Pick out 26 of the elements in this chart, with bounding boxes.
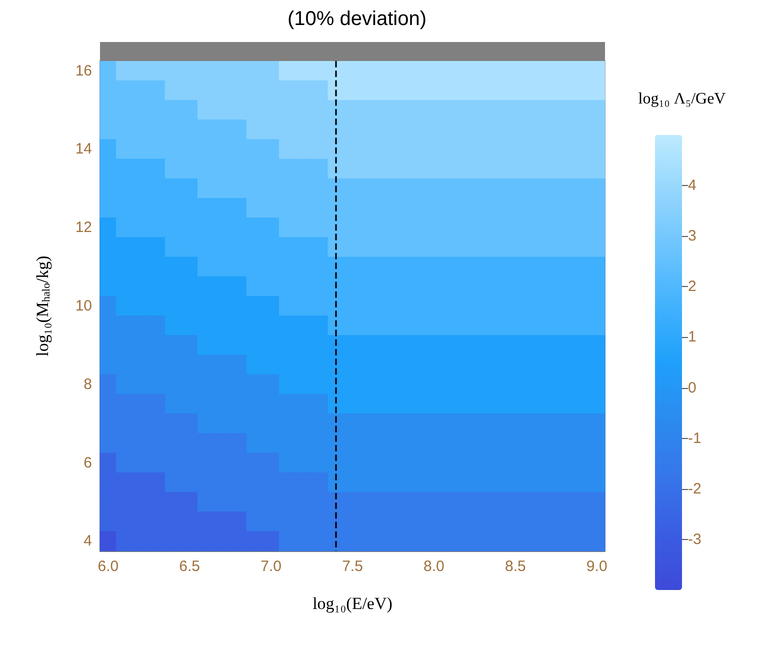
x-tick-label: 7.0 xyxy=(260,558,282,575)
color-bar-label: -3 xyxy=(688,530,702,548)
x-tick-label: 6.0 xyxy=(98,558,119,575)
y-tick-label: 6 xyxy=(84,454,92,472)
color-bar-label: -2 xyxy=(688,480,702,498)
color-bar-label: 1 xyxy=(688,328,696,346)
chart-title: (10% deviation) xyxy=(288,8,426,30)
y-tick-label: 14 xyxy=(75,140,92,158)
y-tick-label: 12 xyxy=(75,219,92,236)
x-tick-label: 7.5 xyxy=(342,558,363,575)
y-tick-label: 16 xyxy=(75,62,92,80)
x-tick-label: 9.0 xyxy=(586,558,608,575)
x-axis-title: log₁₀(E/eV) xyxy=(312,594,392,613)
y-tick-label: 4 xyxy=(84,532,92,550)
x-tick-label: 6.5 xyxy=(179,558,200,575)
x-tick-label: 8.0 xyxy=(424,558,444,575)
color-bar-label: 3 xyxy=(688,228,696,245)
x-tick-label: 8.5 xyxy=(504,558,526,575)
y-tick-label: 10 xyxy=(75,298,92,314)
color-bar-label: 0 xyxy=(688,379,696,396)
color-bar-label: -1 xyxy=(688,430,702,447)
color-bar-label: 4 xyxy=(688,177,696,194)
color-bar-label: 2 xyxy=(688,278,696,296)
y-tick-label: 8 xyxy=(84,376,92,393)
y-axis-title: log₁₀(Mhalo/kg) xyxy=(33,256,52,356)
color-bar-title: log₁₀ Λ₅/GeV xyxy=(638,90,726,108)
